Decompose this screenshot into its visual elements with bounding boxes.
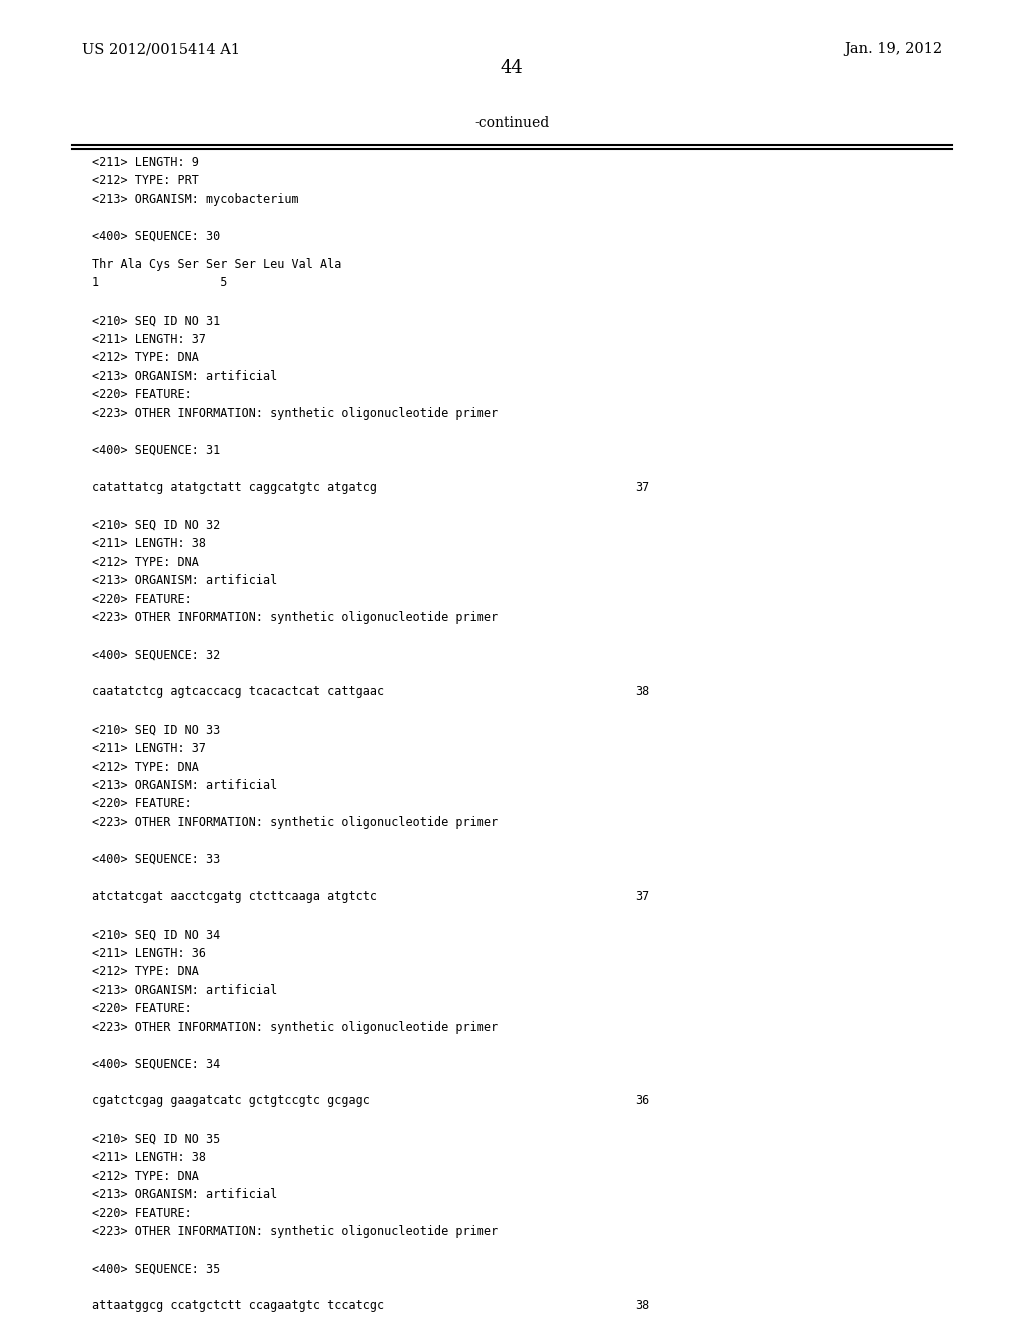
Text: <210> SEQ ID NO 34: <210> SEQ ID NO 34 <box>92 928 220 941</box>
Text: <400> SEQUENCE: 32: <400> SEQUENCE: 32 <box>92 648 220 661</box>
Text: caatatctcg agtcaccacg tcacactcat cattgaac: caatatctcg agtcaccacg tcacactcat cattgaa… <box>92 685 384 698</box>
Text: <220> FEATURE:: <220> FEATURE: <box>92 1002 191 1015</box>
Text: 37: 37 <box>635 890 649 903</box>
Text: -continued: -continued <box>474 116 550 131</box>
Text: <211> LENGTH: 37: <211> LENGTH: 37 <box>92 333 206 346</box>
Text: <213> ORGANISM: artificial: <213> ORGANISM: artificial <box>92 1188 278 1201</box>
Text: <210> SEQ ID NO 33: <210> SEQ ID NO 33 <box>92 723 220 737</box>
Text: <400> SEQUENCE: 30: <400> SEQUENCE: 30 <box>92 230 220 243</box>
Text: <223> OTHER INFORMATION: synthetic oligonucleotide primer: <223> OTHER INFORMATION: synthetic oligo… <box>92 816 499 829</box>
Text: 44: 44 <box>501 59 523 78</box>
Text: <210> SEQ ID NO 35: <210> SEQ ID NO 35 <box>92 1133 220 1146</box>
Text: <400> SEQUENCE: 31: <400> SEQUENCE: 31 <box>92 444 220 457</box>
Text: <223> OTHER INFORMATION: synthetic oligonucleotide primer: <223> OTHER INFORMATION: synthetic oligo… <box>92 407 499 420</box>
Text: <211> LENGTH: 37: <211> LENGTH: 37 <box>92 742 206 755</box>
Text: <213> ORGANISM: artificial: <213> ORGANISM: artificial <box>92 574 278 587</box>
Text: <400> SEQUENCE: 34: <400> SEQUENCE: 34 <box>92 1057 220 1071</box>
Text: <211> LENGTH: 38: <211> LENGTH: 38 <box>92 1151 206 1164</box>
Text: <212> TYPE: DNA: <212> TYPE: DNA <box>92 965 199 978</box>
Text: Jan. 19, 2012: Jan. 19, 2012 <box>844 42 942 57</box>
Text: <220> FEATURE:: <220> FEATURE: <box>92 797 191 810</box>
Text: 38: 38 <box>635 685 649 698</box>
Text: <210> SEQ ID NO 32: <210> SEQ ID NO 32 <box>92 519 220 532</box>
Text: <212> TYPE: DNA: <212> TYPE: DNA <box>92 1170 199 1183</box>
Text: 36: 36 <box>635 1094 649 1107</box>
Text: <211> LENGTH: 36: <211> LENGTH: 36 <box>92 946 206 960</box>
Text: <213> ORGANISM: artificial: <213> ORGANISM: artificial <box>92 779 278 792</box>
Text: US 2012/0015414 A1: US 2012/0015414 A1 <box>82 42 240 57</box>
Text: <213> ORGANISM: mycobacterium: <213> ORGANISM: mycobacterium <box>92 193 299 206</box>
Text: <212> TYPE: DNA: <212> TYPE: DNA <box>92 351 199 364</box>
Text: 37: 37 <box>635 480 649 494</box>
Text: <223> OTHER INFORMATION: synthetic oligonucleotide primer: <223> OTHER INFORMATION: synthetic oligo… <box>92 1225 499 1238</box>
Text: catattatcg atatgctatt caggcatgtc atgatcg: catattatcg atatgctatt caggcatgtc atgatcg <box>92 480 377 494</box>
Text: <212> TYPE: DNA: <212> TYPE: DNA <box>92 556 199 569</box>
Text: cgatctcgag gaagatcatc gctgtccgtc gcgagc: cgatctcgag gaagatcatc gctgtccgtc gcgagc <box>92 1094 370 1107</box>
Text: <210> SEQ ID NO 31: <210> SEQ ID NO 31 <box>92 314 220 327</box>
Text: <400> SEQUENCE: 35: <400> SEQUENCE: 35 <box>92 1262 220 1275</box>
Text: <400> SEQUENCE: 33: <400> SEQUENCE: 33 <box>92 853 220 866</box>
Text: <213> ORGANISM: artificial: <213> ORGANISM: artificial <box>92 983 278 997</box>
Text: <211> LENGTH: 38: <211> LENGTH: 38 <box>92 537 206 550</box>
Text: <220> FEATURE:: <220> FEATURE: <box>92 593 191 606</box>
Text: <220> FEATURE:: <220> FEATURE: <box>92 1206 191 1220</box>
Text: <223> OTHER INFORMATION: synthetic oligonucleotide primer: <223> OTHER INFORMATION: synthetic oligo… <box>92 1020 499 1034</box>
Text: <211> LENGTH: 9: <211> LENGTH: 9 <box>92 156 199 169</box>
Text: <220> FEATURE:: <220> FEATURE: <box>92 388 191 401</box>
Text: <212> TYPE: DNA: <212> TYPE: DNA <box>92 760 199 774</box>
Text: <213> ORGANISM: artificial: <213> ORGANISM: artificial <box>92 370 278 383</box>
Text: 1                 5: 1 5 <box>92 276 227 289</box>
Text: <223> OTHER INFORMATION: synthetic oligonucleotide primer: <223> OTHER INFORMATION: synthetic oligo… <box>92 611 499 624</box>
Text: Thr Ala Cys Ser Ser Ser Leu Val Ala: Thr Ala Cys Ser Ser Ser Leu Val Ala <box>92 257 342 271</box>
Text: attaatggcg ccatgctctt ccagaatgtc tccatcgc: attaatggcg ccatgctctt ccagaatgtc tccatcg… <box>92 1299 384 1312</box>
Text: 38: 38 <box>635 1299 649 1312</box>
Text: atctatcgat aacctcgatg ctcttcaaga atgtctc: atctatcgat aacctcgatg ctcttcaaga atgtctc <box>92 890 377 903</box>
Text: <212> TYPE: PRT: <212> TYPE: PRT <box>92 174 199 187</box>
